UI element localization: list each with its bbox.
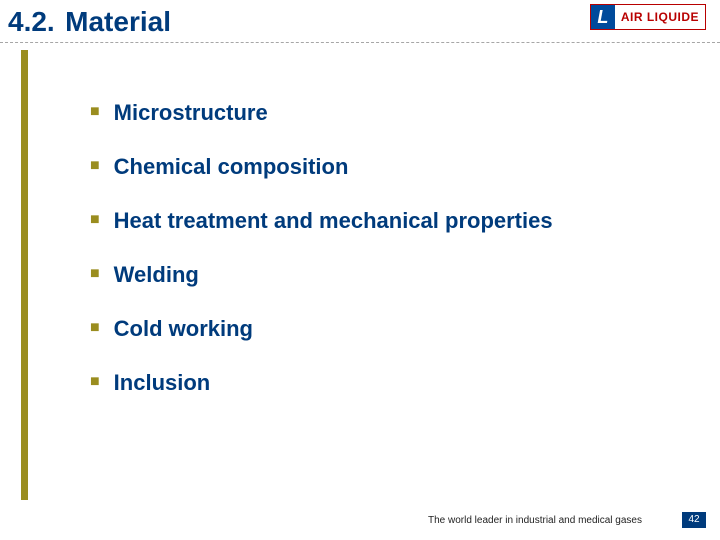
item-text: Microstructure <box>114 100 268 126</box>
page-number-badge: 42 <box>682 512 706 528</box>
section-title: Material <box>65 6 171 38</box>
sidebar-olive-stripe <box>21 50 28 500</box>
section-number: 4.2. <box>8 6 55 38</box>
list-item: ■ Cold working <box>90 316 700 342</box>
footer-tagline: The world leader in industrial and medic… <box>428 515 642 526</box>
bullet-icon: ■ <box>90 157 100 175</box>
slide-footer: The world leader in industrial and medic… <box>428 512 706 528</box>
header-divider <box>0 42 720 43</box>
bullet-icon: ■ <box>90 319 100 337</box>
item-text: Cold working <box>114 316 253 342</box>
list-item: ■ Microstructure <box>90 100 700 126</box>
item-text: Heat treatment and mechanical properties <box>114 208 553 234</box>
bullet-icon: ■ <box>90 265 100 283</box>
logo-mark-icon: L <box>591 5 615 29</box>
slide-header: 4.2. Material L AIR LIQUIDE <box>0 0 720 50</box>
item-text: Chemical composition <box>114 154 349 180</box>
item-text: Inclusion <box>114 370 211 396</box>
left-sidebar <box>0 50 46 500</box>
bullet-icon: ■ <box>90 373 100 391</box>
item-text: Welding <box>114 262 199 288</box>
bullet-list: ■ Microstructure ■ Chemical composition … <box>90 100 700 424</box>
sidebar-white-stripe <box>0 50 21 500</box>
brand-logo: L AIR LIQUIDE <box>590 4 706 30</box>
list-item: ■ Welding <box>90 262 700 288</box>
logo-text: AIR LIQUIDE <box>615 10 705 24</box>
list-item: ■ Inclusion <box>90 370 700 396</box>
list-item: ■ Chemical composition <box>90 154 700 180</box>
bullet-icon: ■ <box>90 103 100 121</box>
list-item: ■ Heat treatment and mechanical properti… <box>90 208 700 234</box>
bullet-icon: ■ <box>90 211 100 229</box>
